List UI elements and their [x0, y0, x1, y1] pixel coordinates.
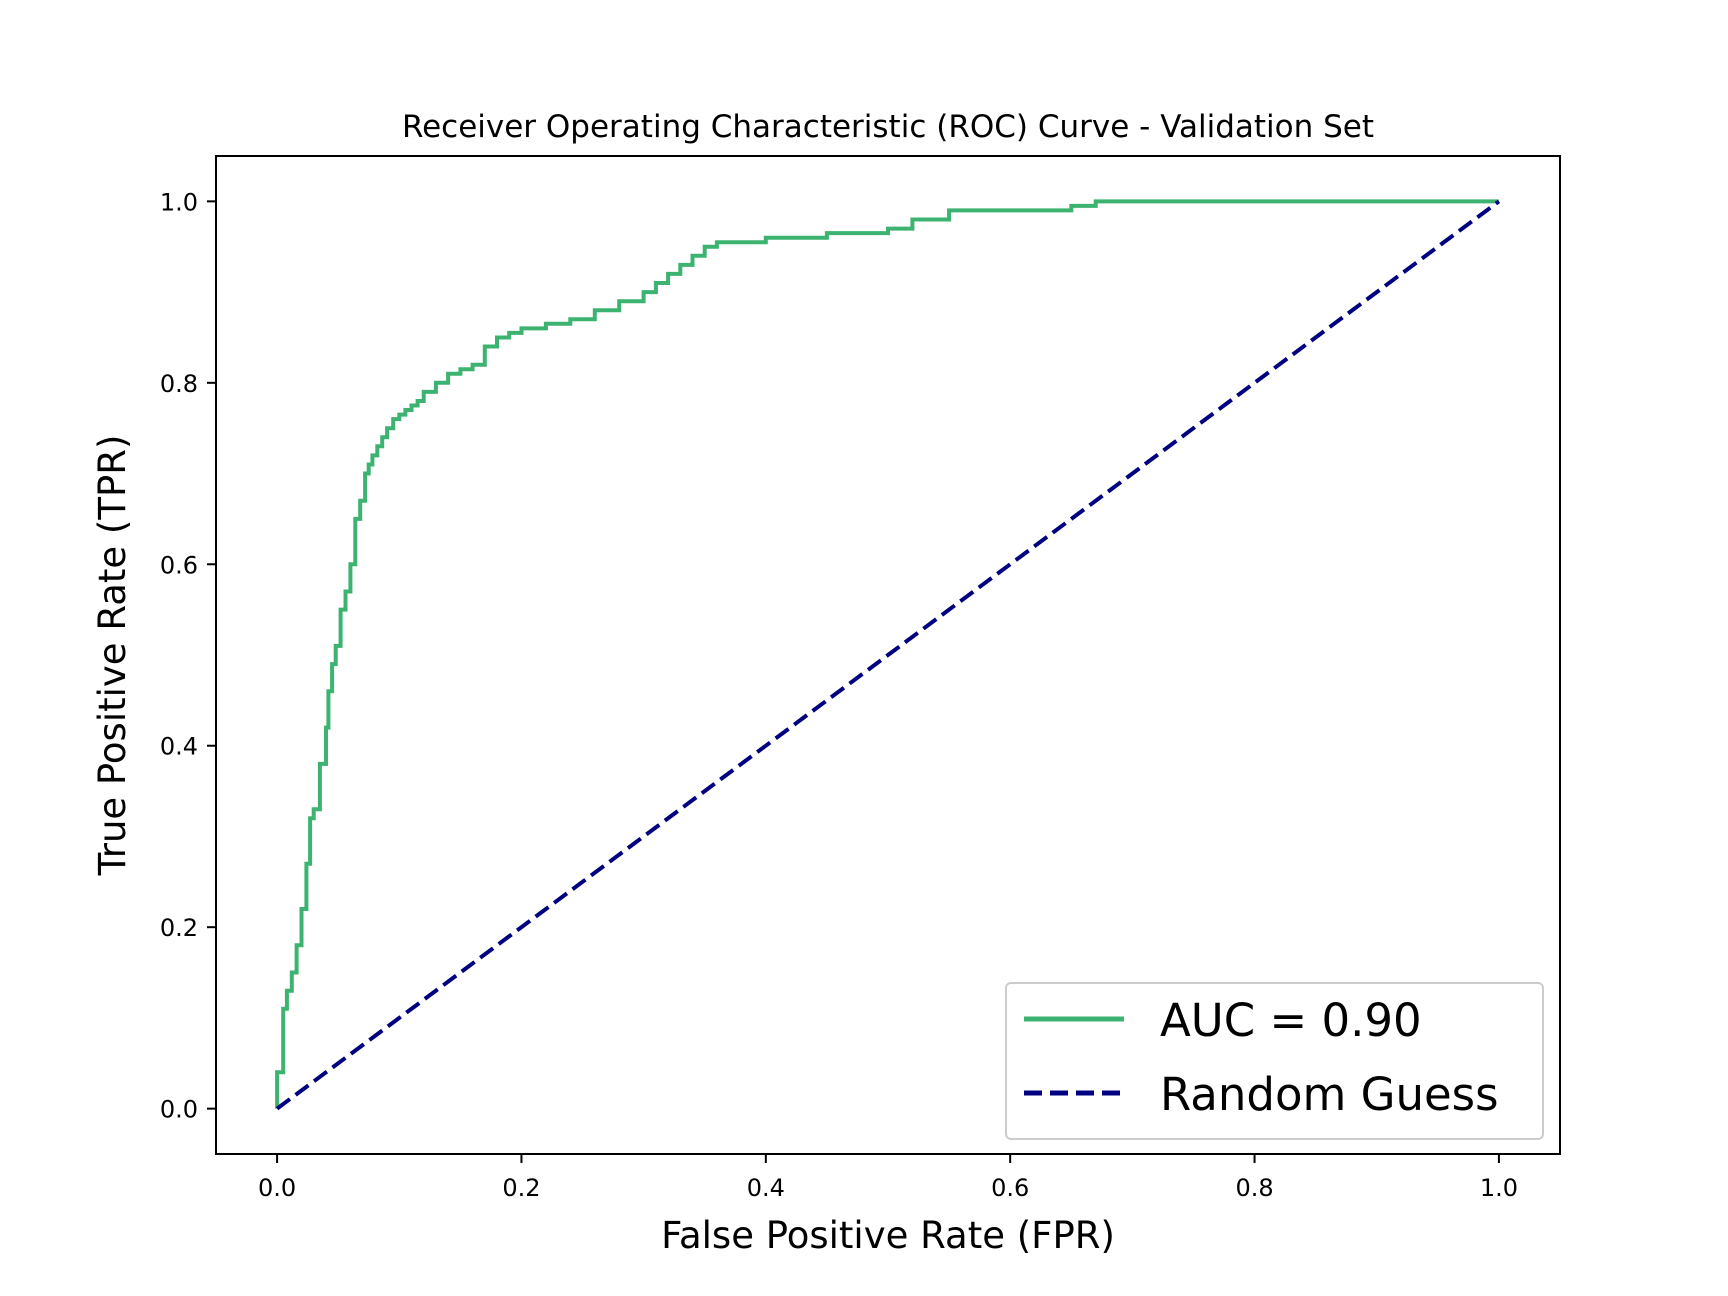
y-tick-label: 0.2	[160, 914, 198, 942]
x-tick-label: 0.0	[258, 1174, 296, 1202]
x-tick-label: 0.8	[1235, 1174, 1273, 1202]
chart-title: Receiver Operating Characteristic (ROC) …	[402, 109, 1374, 145]
ticks-layer: 0.0 0.2 0.4 0.6 0.8 1.0 0.0 0.2 0.4 0.6 0.8 1.0	[160, 188, 1518, 1202]
y-axis-title: True Positive Rate (TPR)	[91, 435, 134, 877]
x-tick-label: 0.2	[502, 1174, 540, 1202]
x-tick-label: 0.6	[991, 1174, 1029, 1202]
x-axis-title: False Positive Rate (FPR)	[661, 1214, 1115, 1257]
y-tick-label: 0.4	[160, 733, 198, 761]
y-tick-label: 0.0	[160, 1096, 198, 1124]
y-tick-label: 0.8	[160, 370, 198, 398]
legend: AUC = 0.90 Random Guess	[1005, 982, 1544, 1140]
x-tick-label: 0.4	[747, 1174, 785, 1202]
plot-frame	[215, 155, 1561, 1155]
legend-box	[1005, 982, 1544, 1140]
series-line-roc-curve	[275, 199, 1499, 1109]
x-tick-label: 1.0	[1480, 1174, 1518, 1202]
series-line-random-guess	[275, 199, 1501, 1111]
legend-label-random-guess: Random Guess	[1160, 1068, 1499, 1121]
y-tick-label: 0.6	[160, 551, 198, 579]
series-layer	[275, 199, 1501, 1111]
y-tick-label: 1.0	[160, 188, 198, 216]
legend-label-auc: AUC = 0.90	[1160, 994, 1422, 1047]
